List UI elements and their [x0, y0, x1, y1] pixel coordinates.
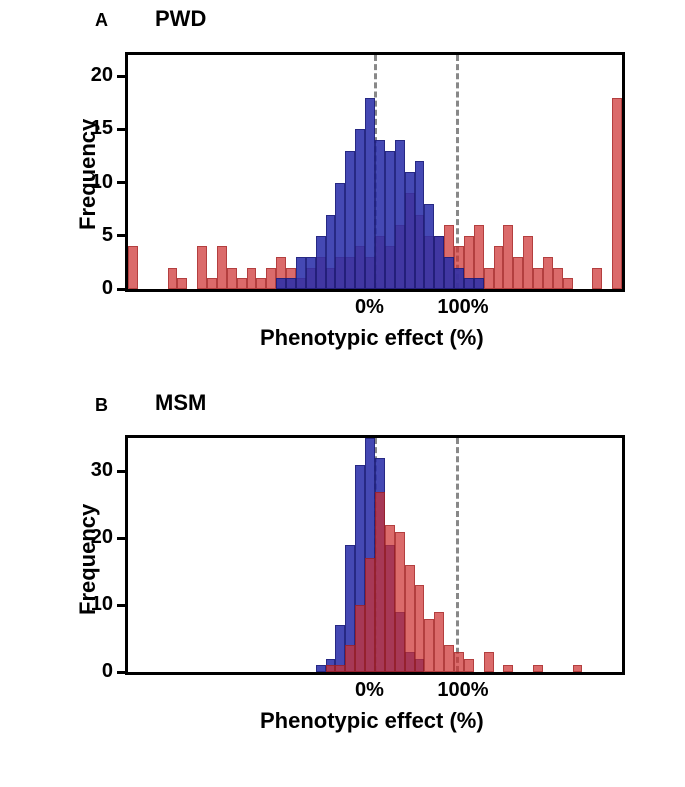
hist-bar-red	[592, 268, 602, 289]
hist-bar-blue	[385, 151, 395, 289]
hist-bar-red	[168, 268, 178, 289]
ytick-label: 5	[102, 224, 113, 247]
hist-bar-red	[573, 665, 583, 672]
hist-bar-red	[454, 652, 464, 672]
hist-bar-red	[543, 257, 553, 289]
hist-bar-blue	[335, 183, 345, 289]
hist-bar-red	[217, 246, 227, 289]
hist-bar-blue	[464, 278, 474, 289]
hist-bar-red	[464, 659, 474, 672]
hist-bar-red	[197, 246, 207, 289]
refline	[456, 438, 459, 672]
hist-bar-blue	[454, 268, 464, 289]
panel-a-xlabel: Phenotypic effect (%)	[260, 325, 484, 351]
hist-bar-red	[227, 268, 237, 289]
ytick-mark	[117, 288, 125, 291]
ytick-label: 15	[91, 117, 113, 140]
ytick-mark	[117, 604, 125, 607]
hist-bar-red	[237, 278, 247, 289]
hist-bar-blue	[286, 278, 296, 289]
hist-bar-blue	[355, 129, 365, 289]
hist-bar-red	[612, 98, 622, 289]
hist-bar-blue	[316, 236, 326, 289]
ytick-mark	[117, 128, 125, 131]
panel-a-plot	[125, 52, 625, 292]
xtick-label: 100%	[437, 679, 488, 702]
hist-bar-blue	[405, 172, 415, 289]
ytick-label: 10	[91, 593, 113, 616]
hist-bar-red	[375, 492, 385, 673]
hist-bar-red	[563, 278, 573, 289]
hist-bar-red	[503, 225, 513, 289]
panel-b-title: MSM	[155, 390, 206, 416]
hist-bar-blue	[474, 278, 484, 289]
hist-bar-blue	[395, 140, 405, 289]
hist-bar-red	[128, 246, 138, 289]
hist-bar-red	[177, 278, 187, 289]
hist-bar-red	[385, 525, 395, 672]
hist-bar-red	[484, 652, 494, 672]
ytick-label: 20	[91, 526, 113, 549]
ytick-mark	[117, 181, 125, 184]
hist-bar-red	[444, 645, 454, 672]
hist-bar-red	[494, 246, 504, 289]
hist-bar-blue	[316, 665, 326, 672]
hist-bar-blue	[276, 278, 286, 289]
hist-bar-red	[326, 665, 336, 672]
hist-bar-red	[523, 236, 533, 289]
hist-bar-red	[395, 532, 405, 672]
ytick-label: 10	[91, 171, 113, 194]
ytick-mark	[117, 537, 125, 540]
ytick-mark	[117, 470, 125, 473]
hist-bar-blue	[434, 236, 444, 289]
panel-a-label: A	[95, 10, 108, 31]
hist-bar-red	[513, 257, 523, 289]
hist-bar-red	[503, 665, 513, 672]
hist-bar-blue	[365, 98, 375, 289]
hist-bar-red	[553, 268, 563, 289]
ytick-mark	[117, 671, 125, 674]
ytick-label: 0	[102, 660, 113, 683]
panel-b-plot	[125, 435, 625, 675]
hist-bar-blue	[326, 215, 336, 289]
hist-bar-red	[207, 278, 217, 289]
hist-bar-blue	[306, 257, 316, 289]
ytick-mark	[117, 75, 125, 78]
hist-bar-blue	[444, 257, 454, 289]
hist-bar-blue	[375, 140, 385, 289]
xtick-label: 0%	[355, 679, 384, 702]
hist-bar-red	[533, 268, 543, 289]
ytick-label: 0	[102, 277, 113, 300]
panel-a-title: PWD	[155, 6, 206, 32]
hist-bar-red	[365, 558, 375, 672]
hist-bar-blue	[296, 257, 306, 289]
panel-b-xlabel: Phenotypic effect (%)	[260, 708, 484, 734]
ytick-label: 20	[91, 64, 113, 87]
hist-bar-red	[335, 665, 345, 672]
hist-bar-red	[424, 619, 434, 672]
figure-root: A PWD Frequency Phenotypic effect (%) B …	[0, 0, 685, 787]
hist-bar-red	[247, 268, 257, 289]
ytick-label: 30	[91, 459, 113, 482]
hist-bar-blue	[424, 204, 434, 289]
hist-bar-red	[345, 645, 355, 672]
hist-bar-red	[405, 565, 415, 672]
hist-bar-blue	[345, 151, 355, 289]
hist-bar-red	[434, 612, 444, 672]
ytick-mark	[117, 234, 125, 237]
panel-b-label: B	[95, 395, 108, 416]
xtick-label: 100%	[437, 296, 488, 319]
hist-bar-blue	[415, 161, 425, 289]
hist-bar-red	[355, 605, 365, 672]
hist-bar-red	[266, 268, 276, 289]
hist-bar-red	[533, 665, 543, 672]
xtick-label: 0%	[355, 296, 384, 319]
hist-bar-red	[484, 268, 494, 289]
hist-bar-red	[256, 278, 266, 289]
hist-bar-red	[415, 585, 425, 672]
